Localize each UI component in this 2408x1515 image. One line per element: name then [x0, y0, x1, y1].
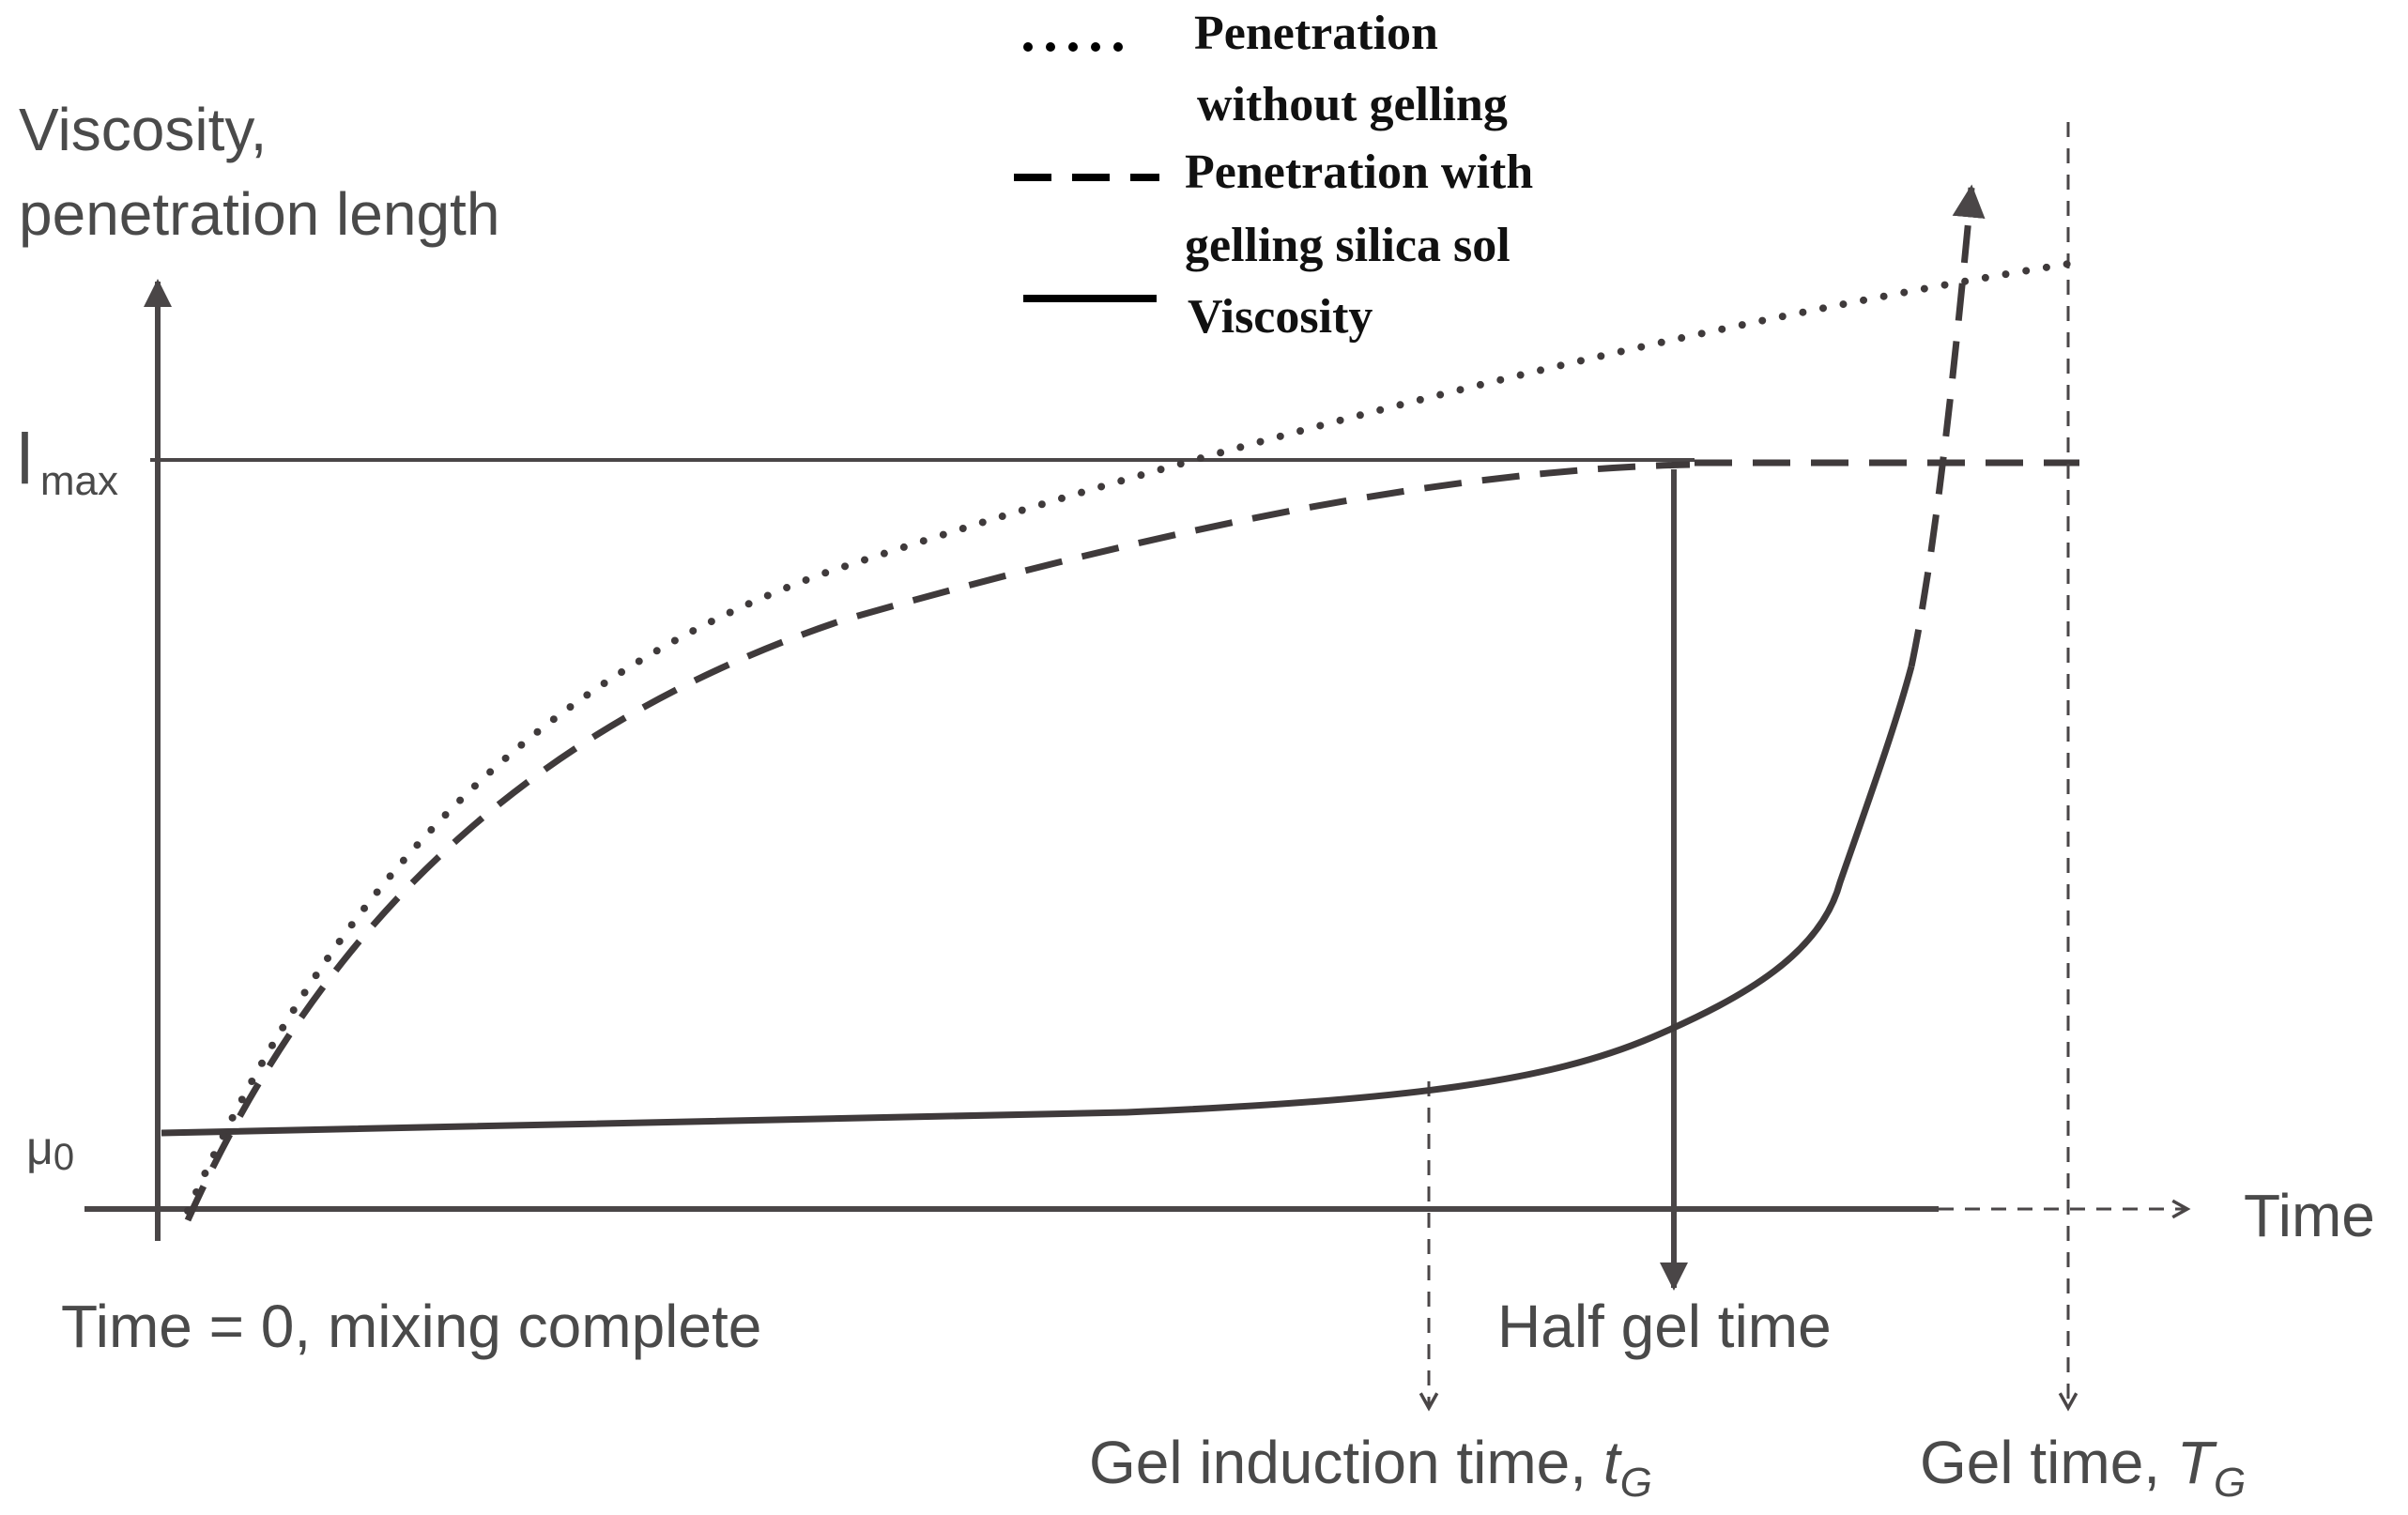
viscosity-curve [161, 666, 1915, 1137]
y-tick-mu0: μ0 [26, 1122, 74, 1178]
x-axis-label: Time [2244, 1182, 2375, 1249]
y-axis-label-line2: penetration length [19, 180, 499, 248]
gel-induction-label: Gel induction time, tG [1089, 1429, 1652, 1506]
legend-with-gelling-line2: gelling silica sol [1185, 219, 1511, 272]
legend-viscosity: Viscosity [1188, 290, 1373, 344]
penetration-without-gelling-curve [184, 259, 2078, 1215]
legend: Penetration without gelling Penetration … [1014, 7, 1533, 344]
origin-label: Time = 0, mixing complete [61, 1293, 761, 1360]
legend-without-gelling-line2: without gelling [1197, 78, 1508, 131]
y-axis-label-line1: Viscosity, [19, 96, 267, 163]
legend-with-gelling-line1: Penetration with [1185, 145, 1533, 199]
legend-without-gelling-line1: Penetration [1194, 7, 1438, 60]
half-gel-label: Half gel time [1497, 1293, 1832, 1360]
y-tick-lmax: l max [17, 420, 118, 504]
gel-time-label: Gel time, TG [1920, 1429, 2246, 1506]
penetration-with-gelling-rise [1908, 184, 1986, 667]
penetration-with-gelling-curve [184, 461, 1691, 1222]
